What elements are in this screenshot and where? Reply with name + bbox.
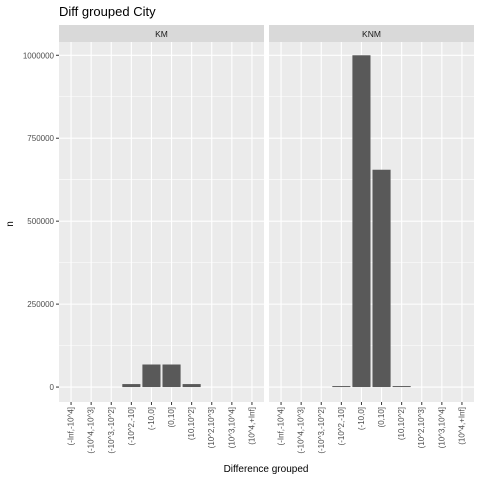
bar-knm-3 [332,386,351,388]
facet-panel-knm: KNM (-Inf,-10^4] (-10^4,-10^3] (-10^3,-10^2… [269,25,474,454]
x-tick-label: (-10^4,-10^3] [297,407,306,454]
x-tick-label: (-10^2,-10] [127,407,136,445]
x-tick-label: (-10^3,-10^2] [107,407,116,454]
facet-strip-label: KNM [362,29,381,39]
x-tick-label: (-10^3,-10^2] [317,407,326,454]
x-tick-label: (-10,0] [147,407,156,430]
bar-knm-5 [372,169,391,388]
y-tick-label: 1000000 [23,51,55,60]
x-axis-title: Difference grouped [224,464,309,475]
bar-knm-6 [392,386,411,388]
bar-km-5 [162,364,181,388]
x-tick-label: (10^4,+Inf] [457,407,466,445]
bar-knm-4 [352,55,371,388]
x-tick-label: (10^2,10^3] [207,407,216,448]
chart-title: Diff grouped City [59,4,156,19]
x-tick-label: (-10^2,-10] [337,407,346,445]
x-tick-label: (-10^4,-10^3] [87,407,96,454]
x-tick-label: (10^2,10^3] [417,407,426,448]
facet-strip-label: KM [155,29,168,39]
y-tick-label: 500000 [27,217,54,226]
facet-strip [269,25,474,42]
x-tick-label: (10^3,10^4] [437,407,446,448]
bar-km-6 [182,384,201,388]
x-tick-label: (-Inf,-10^4] [67,407,76,445]
x-tick-label: (0,10] [377,407,386,427]
panel-background [269,42,474,402]
x-tick-label: (10,10^2] [397,407,406,440]
facet-panel-km: KM (-Inf,-10^4] (-10^4,-10^3] (-10^3,-10^2]… [59,25,264,454]
x-tick-label: (10^3,10^4] [227,407,236,448]
x-tick-label: (10,10^2] [187,407,196,440]
x-tick-label: (0,10] [167,407,176,427]
y-tick-label: 750000 [27,134,54,143]
x-tick-label: (-10,0] [357,407,366,430]
bar-km-3 [122,384,141,388]
y-tick-label: 0 [50,383,55,392]
x-tick-label: (10^4,+Inf] [247,407,256,445]
facet-strip [59,25,264,42]
x-tick-label: (-Inf,-10^4] [277,407,286,445]
panel-background [59,42,264,402]
bar-km-4 [142,364,161,388]
y-tick-label: 250000 [27,300,54,309]
y-axis-title: n [5,221,16,227]
